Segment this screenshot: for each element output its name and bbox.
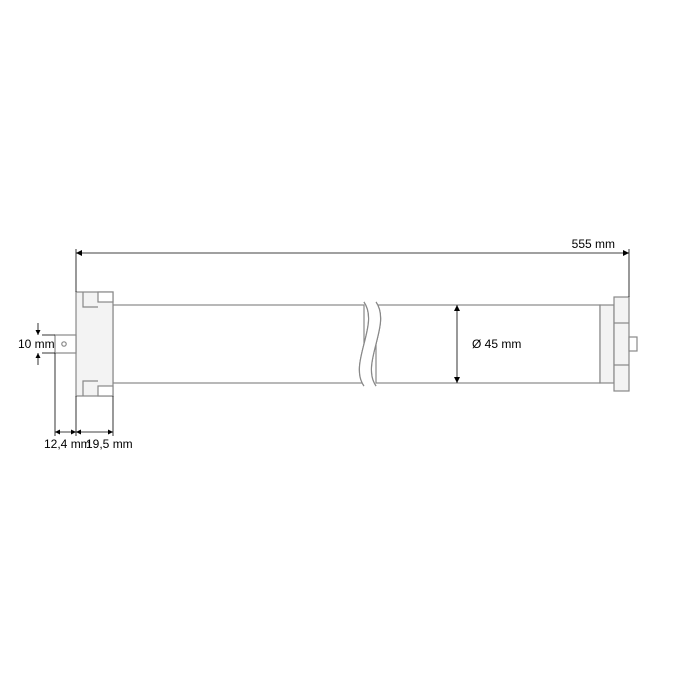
svg-text:19,5 mm: 19,5 mm: [86, 437, 133, 451]
svg-text:555 mm: 555 mm: [572, 237, 615, 251]
svg-text:10 mm: 10 mm: [18, 337, 55, 351]
svg-text:12,4 mm: 12,4 mm: [44, 437, 91, 451]
svg-text:Ø 45 mm: Ø 45 mm: [472, 337, 521, 351]
technical-drawing: 555 mm Ø 45 mm 10 mm 12,4 mm19,5 mm: [0, 0, 696, 696]
